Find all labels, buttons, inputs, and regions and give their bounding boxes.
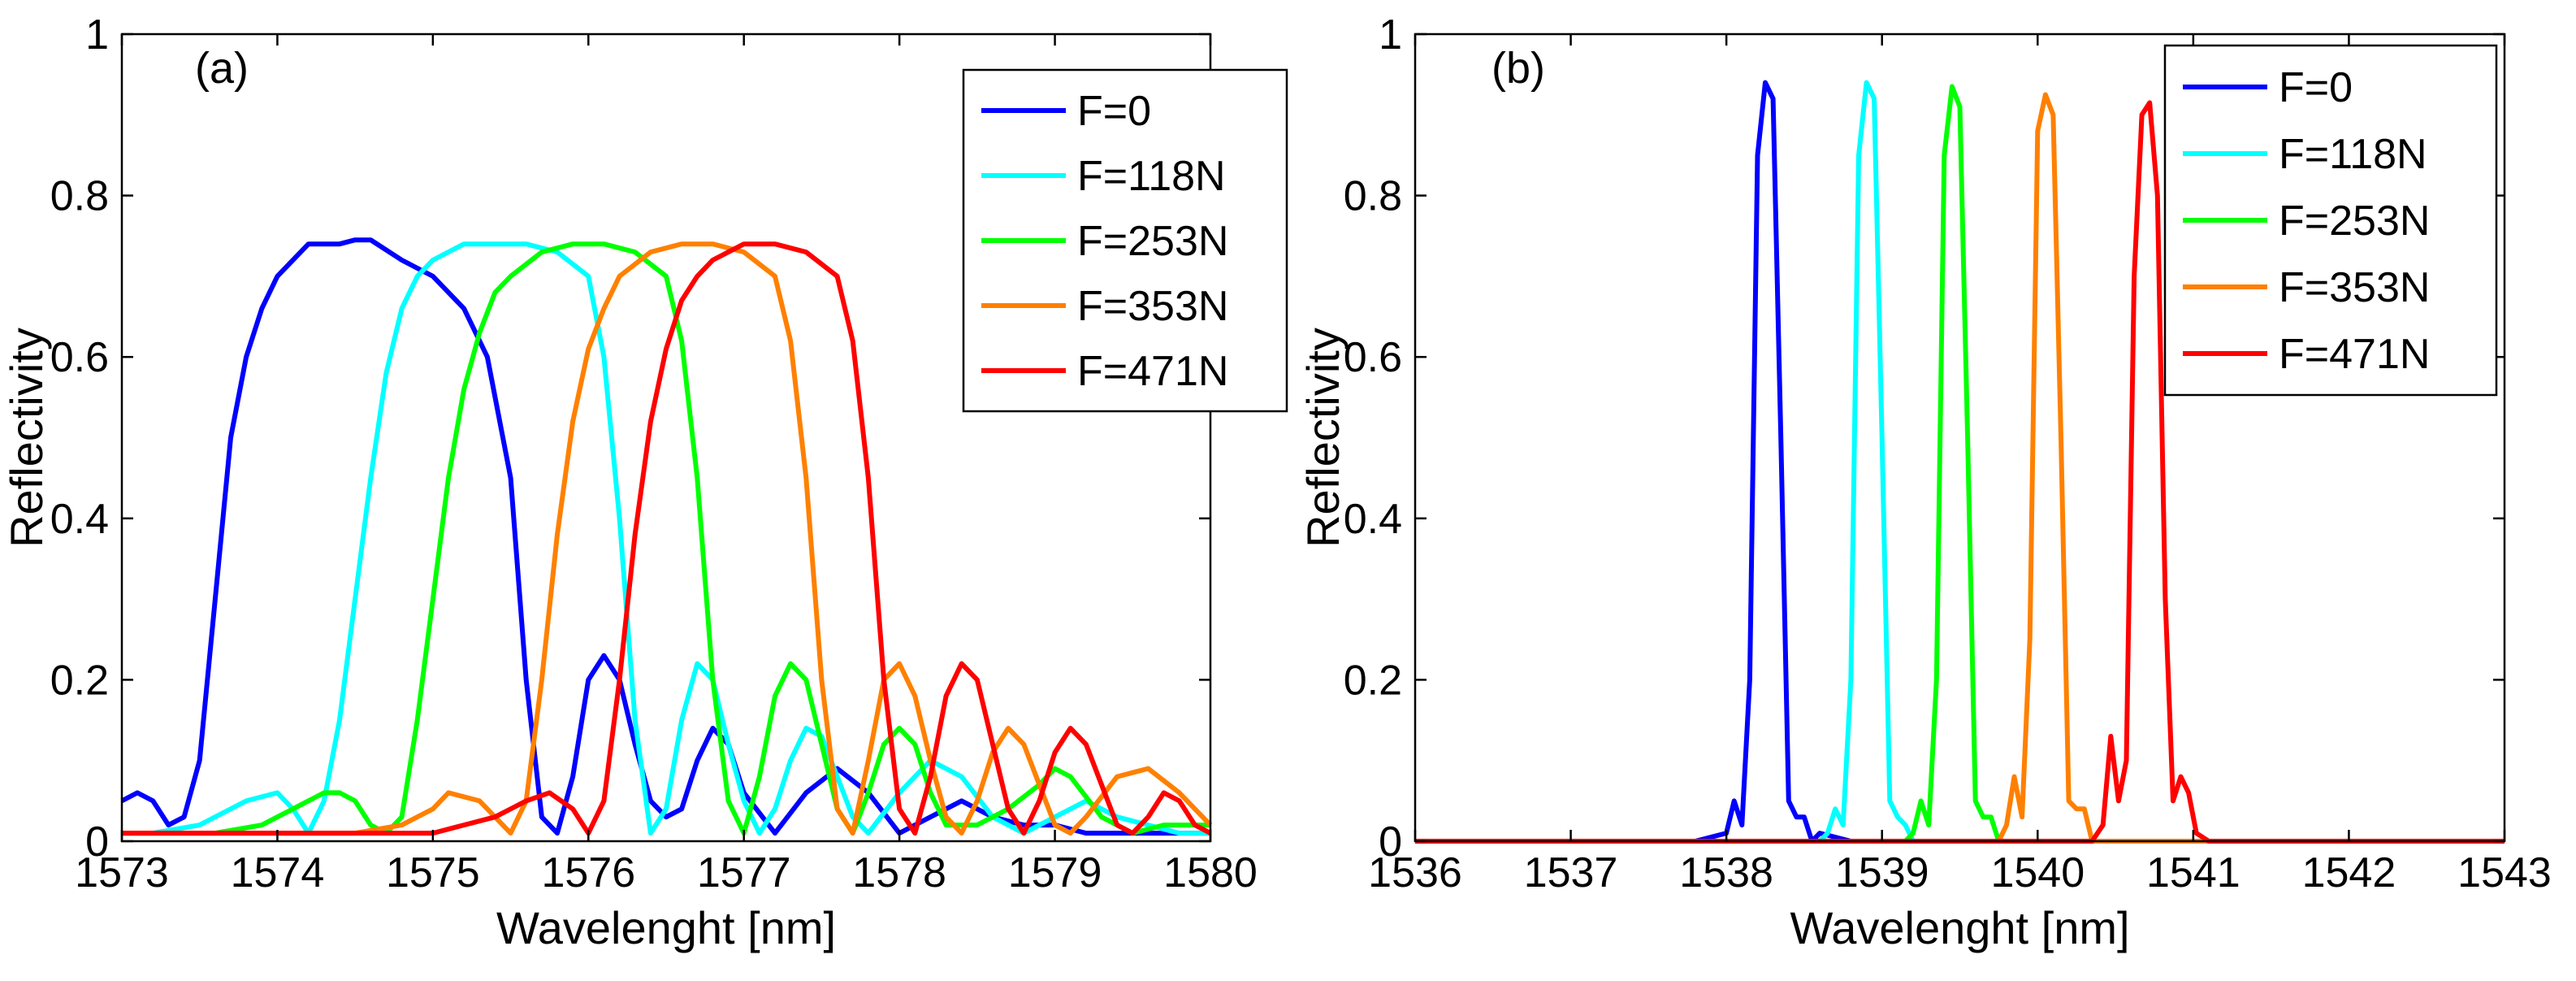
panel-a-series-line-1 [122,241,1210,836]
panel-b-series-line-3 [1415,92,2505,844]
panel-b-xlabel: Wavelenght [nm] [1790,902,2129,953]
panel-a-ytick-label-1: 0.2 [50,657,109,704]
panel-b-legend-label-4: F=471N [2279,331,2430,378]
panel-b-legend: F=0 F=118N F=253N F=353N F=471N [2163,44,2498,397]
panel-b-xtick-label-7: 1543 [2457,849,2552,896]
panel-b-series-line-2 [1415,84,2505,844]
panel-b-ytick-label-3: 0.6 [1344,334,1402,381]
panel-a-xtick-label-1: 1574 [231,849,325,896]
panel-a-series-line-4 [122,241,1212,836]
panel-b-xtick-label-6: 1542 [2302,849,2396,896]
panel-b-ytick-label-1: 0.2 [1344,657,1402,704]
panel-b-label: (b) [1491,44,1545,93]
panel-a-legend-label-4: F=471N [1077,348,1228,395]
panel-a-xtick-label-5: 1578 [852,849,946,896]
panel-b-series-line-1 [1415,80,2505,844]
panel-b-ytick-label-5: 1 [1379,11,1402,59]
panel-a-axes-box [120,33,1212,843]
panel-a-legend-label-0: F=0 [1077,88,1151,135]
panel-b-xtick-label-3: 1539 [1835,849,1929,896]
panel-a-xtick-label-0: 1573 [75,849,169,896]
panel-a-ytick-label-2: 0.4 [50,496,109,543]
panel-a-ytick-label-4: 0.8 [50,173,109,220]
panel-b-legend-label-2: F=253N [2279,198,2430,245]
panel-b-ylabel: Reflectivity [1297,328,1349,548]
panel-a-series-line-3 [122,241,1213,836]
panel-b-xtick-label-1: 1537 [1524,849,1618,896]
panel-a-xtick-label-3: 1576 [541,849,635,896]
panel-b-legend-label-1: F=118N [2279,131,2427,178]
panel-a-series-line-2 [122,241,1210,836]
panel-b-ytick-label-4: 0.8 [1344,173,1402,220]
panel-b-legend-label-3: F=353N [2279,264,2430,311]
panel-a-xtick-label-4: 1577 [697,849,791,896]
panel-a-xlabel: Wavelenght [nm] [496,902,836,953]
panel-b: 1536 1537 1538 1539 1540 1541 1542 1543 0 0.2 0.4 0… [1297,11,2552,953]
panel-a-legend-label-2: F=253N [1077,218,1228,265]
panel-b-xtick-label-5: 1541 [2146,849,2240,896]
panel-a-label: (a) [195,44,249,93]
panel-a-legend-label-1: F=118N [1077,153,1226,200]
panel-b-xtick-label-0: 1536 [1368,849,1462,896]
panel-b-series-line-0 [1415,80,2505,844]
panel-a-xtick-label-2: 1575 [386,849,480,896]
panel-b-series-line-4 [1415,100,2505,844]
panel-a-legend-label-3: F=353N [1077,283,1228,330]
panel-a: 1573 1574 1575 1576 1577 1578 1579 1580 0 0.2 0.4 0… [1,11,1288,953]
panel-b-ytick-label-0: 0 [1379,818,1402,866]
panel-a-legend: F=0 F=118N F=253N F=353N F=471N [962,68,1288,413]
panel-b-xtick-label-2: 1538 [1679,849,1773,896]
panel-b-legend-label-0: F=0 [2279,64,2353,111]
panel-a-ytick-label-0: 0 [85,818,109,866]
panel-a-ytick-label-3: 0.6 [50,334,109,381]
panel-b-xtick-label-4: 1540 [1990,849,2085,896]
panel-a-xtick-label-7: 1580 [1163,849,1258,896]
panel-b-axes-box [1414,33,2506,843]
panel-a-ytick-label-5: 1 [85,11,109,59]
panel-a-xtick-label-6: 1579 [1008,849,1102,896]
panel-a-ylabel: Reflectivity [1,328,52,548]
panel-b-ytick-label-2: 0.4 [1344,496,1402,543]
